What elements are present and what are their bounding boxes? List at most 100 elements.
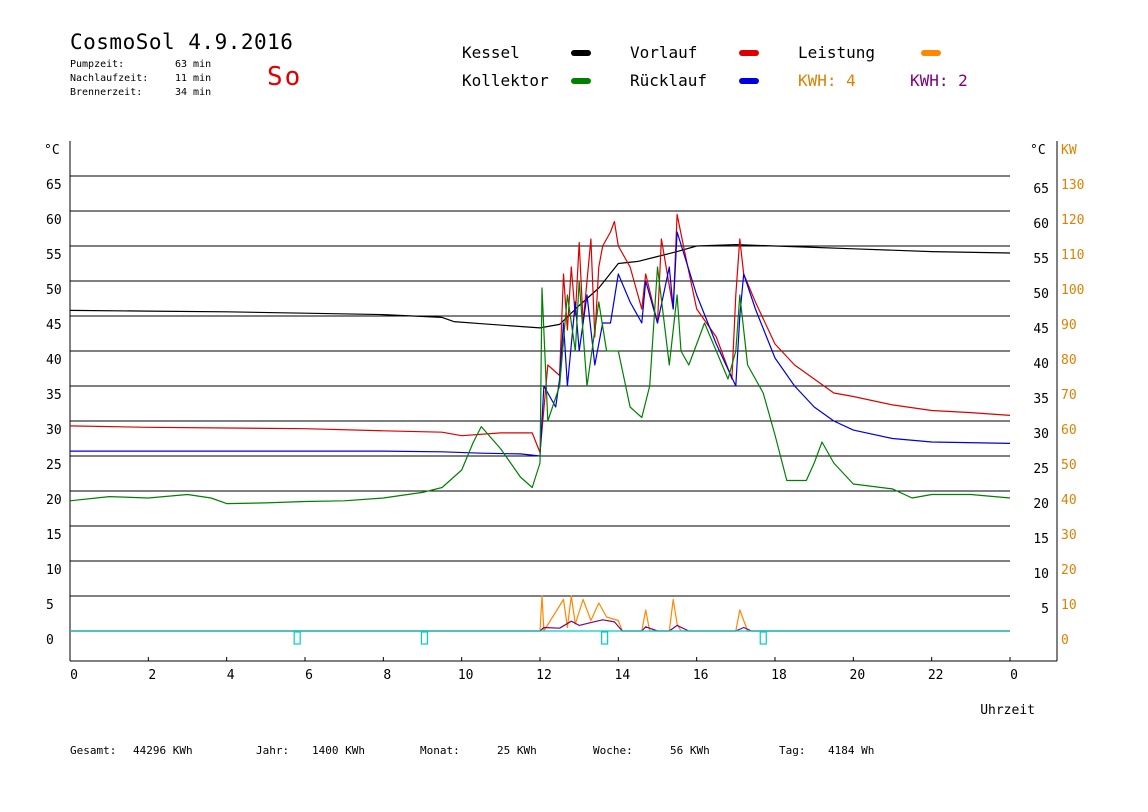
y-left-tick-label: 30: [46, 423, 62, 438]
y-right-temp-tick-label: 60: [1033, 217, 1049, 232]
x-tick-label: 14: [615, 668, 631, 683]
footer-monat-label: Monat:: [420, 744, 460, 757]
series-line-leistung: [70, 595, 1010, 632]
y-right-power-tick-label: 110: [1061, 248, 1084, 263]
y-right-power-tick-label: 130: [1061, 178, 1084, 193]
footer-monat-value: 25 KWh: [497, 744, 537, 757]
pump-marker: [601, 631, 609, 645]
right-unit-power-label: KW: [1061, 143, 1077, 158]
y-right-power-tick-label: 0: [1061, 633, 1069, 648]
y-right-temp-tick-label: 40: [1033, 357, 1049, 372]
legend-vorlauf-swatch: [739, 50, 759, 56]
footer-jahr-value: 1400 KWh: [312, 744, 365, 757]
legend-kessel-swatch: [571, 50, 591, 56]
y-right-temp-tick-label: 30: [1033, 427, 1049, 442]
x-tick-label: 0: [70, 668, 78, 683]
y-right-temp-tick-label: 55: [1033, 252, 1049, 267]
x-tick-label: 8: [383, 668, 391, 683]
legend-leistung-swatch: [921, 50, 941, 56]
y-right-power-tick-label: 70: [1061, 388, 1077, 403]
pump-markers: [293, 631, 767, 645]
y-left-tick-label: 15: [46, 528, 62, 543]
y-left-tick-label: 55: [46, 248, 62, 263]
stat-label: Pumpzeit:: [70, 59, 125, 70]
series-line-vorlauf: [69, 213, 1011, 454]
legend-ruecklauf-label: Rücklauf: [630, 71, 708, 90]
footer-woche-value: 56 KWh: [670, 744, 710, 757]
series-line-rücklauf: [70, 231, 1011, 457]
y-left-tick-label: 20: [46, 493, 62, 508]
y-right-temp-tick-label: 35: [1033, 392, 1049, 407]
y-right-power-tick-label: 20: [1061, 563, 1077, 578]
chart-axes: [69, 141, 1058, 662]
footer-woche-label: Woche:: [593, 744, 633, 757]
pump-marker: [420, 631, 429, 645]
footer-jahr-label: Jahr:: [256, 744, 290, 757]
x-tick-label: 10: [458, 668, 474, 683]
y-left-tick-label: 25: [46, 458, 62, 473]
chart-series: [69, 213, 1011, 632]
y-right-power-tick-label: 60: [1061, 423, 1077, 438]
y-left-tick-label: 40: [46, 353, 62, 368]
y-right-power-tick-label: 120: [1061, 213, 1084, 228]
stat-nachlaufzeit-value: 11 min: [175, 73, 212, 84]
y-left-tick-label: 50: [46, 283, 62, 298]
legend-vorlauf-label: Vorlauf: [630, 43, 698, 62]
pump-marker: [759, 631, 767, 645]
x-tick-label: 16: [693, 668, 709, 683]
y-right-temp-tick-label: 65: [1033, 182, 1049, 197]
series-line-kessel: [69, 244, 1011, 329]
x-tick-label: 20: [850, 668, 866, 683]
y-left-tick-label: 45: [46, 318, 62, 333]
y-right-power-tick-label: 30: [1061, 528, 1077, 543]
day-of-week: So: [267, 62, 303, 92]
left-unit-label: °C: [44, 143, 60, 158]
legend-leistung-label: Leistung: [798, 43, 876, 62]
y-right-temp-tick-label: 5: [1041, 602, 1049, 617]
y-left-tick-label: 60: [46, 213, 62, 228]
stat-pumpzeit-value: 63 min: [175, 59, 212, 70]
y-right-power-tick-label: 80: [1061, 353, 1077, 368]
y-left-tick-label: 35: [46, 388, 62, 403]
series-line-kollektor: [69, 266, 1011, 505]
footer-tag-value: 4184 Wh: [828, 744, 875, 757]
y-left-tick-label: 65: [46, 178, 62, 193]
y-right-temp-tick-label: 50: [1033, 287, 1049, 302]
y-right-temp-tick-label: 45: [1033, 322, 1049, 337]
y-right-power-tick-label: 40: [1061, 493, 1077, 508]
chart-grid: [70, 175, 1010, 632]
right-unit-temp-label: °C: [1030, 143, 1046, 158]
y-left-tick-label: 5: [46, 598, 54, 613]
y-right-power-tick-label: 100: [1061, 283, 1084, 298]
chart-title: CosmoSol 4.9.2016: [70, 30, 294, 54]
y-left-tick-label: 10: [46, 563, 62, 578]
y-right-temp-tick-label: 25: [1033, 462, 1049, 477]
y-right-temp-tick-label: 15: [1033, 532, 1049, 547]
legend-kollektor-label: Kollektor: [462, 71, 549, 90]
y-right-power-tick-label: 90: [1061, 318, 1077, 333]
x-tick-label: 6: [305, 668, 313, 683]
x-tick-label: 0: [1010, 668, 1018, 683]
legend-kwh-orange: KWH: 4: [798, 71, 856, 90]
legend-ruecklauf-swatch: [739, 78, 759, 84]
x-tick-label: 22: [928, 668, 944, 683]
x-tick-label: 12: [536, 668, 552, 683]
stat-nachlaufzeit: Nachlaufzeit:: [70, 73, 149, 84]
y-right-temp-tick-label: 20: [1033, 497, 1049, 512]
y-right-temp-tick-label: 10: [1033, 567, 1049, 582]
footer-gesamt-value: 44296 KWh: [133, 744, 193, 757]
y-right-power-tick-label: 10: [1061, 598, 1077, 613]
footer-tag-label: Tag:: [779, 744, 806, 757]
legend-kwh-purple: KWH: 2: [910, 71, 968, 90]
x-axis-label: Uhrzeit: [980, 703, 1035, 718]
stat-pumpzeit: Pumpzeit:: [70, 58, 124, 72]
legend-kessel-label: Kessel: [462, 43, 520, 62]
stat-brennerzeit-value: 34 min: [175, 87, 212, 98]
pump-marker: [293, 631, 301, 645]
x-tick-label: 18: [771, 668, 787, 683]
legend-kollektor-swatch: [571, 78, 591, 84]
x-tick-label: 2: [148, 668, 156, 683]
stat-brennerzeit: Brennerzeit:: [70, 87, 143, 98]
